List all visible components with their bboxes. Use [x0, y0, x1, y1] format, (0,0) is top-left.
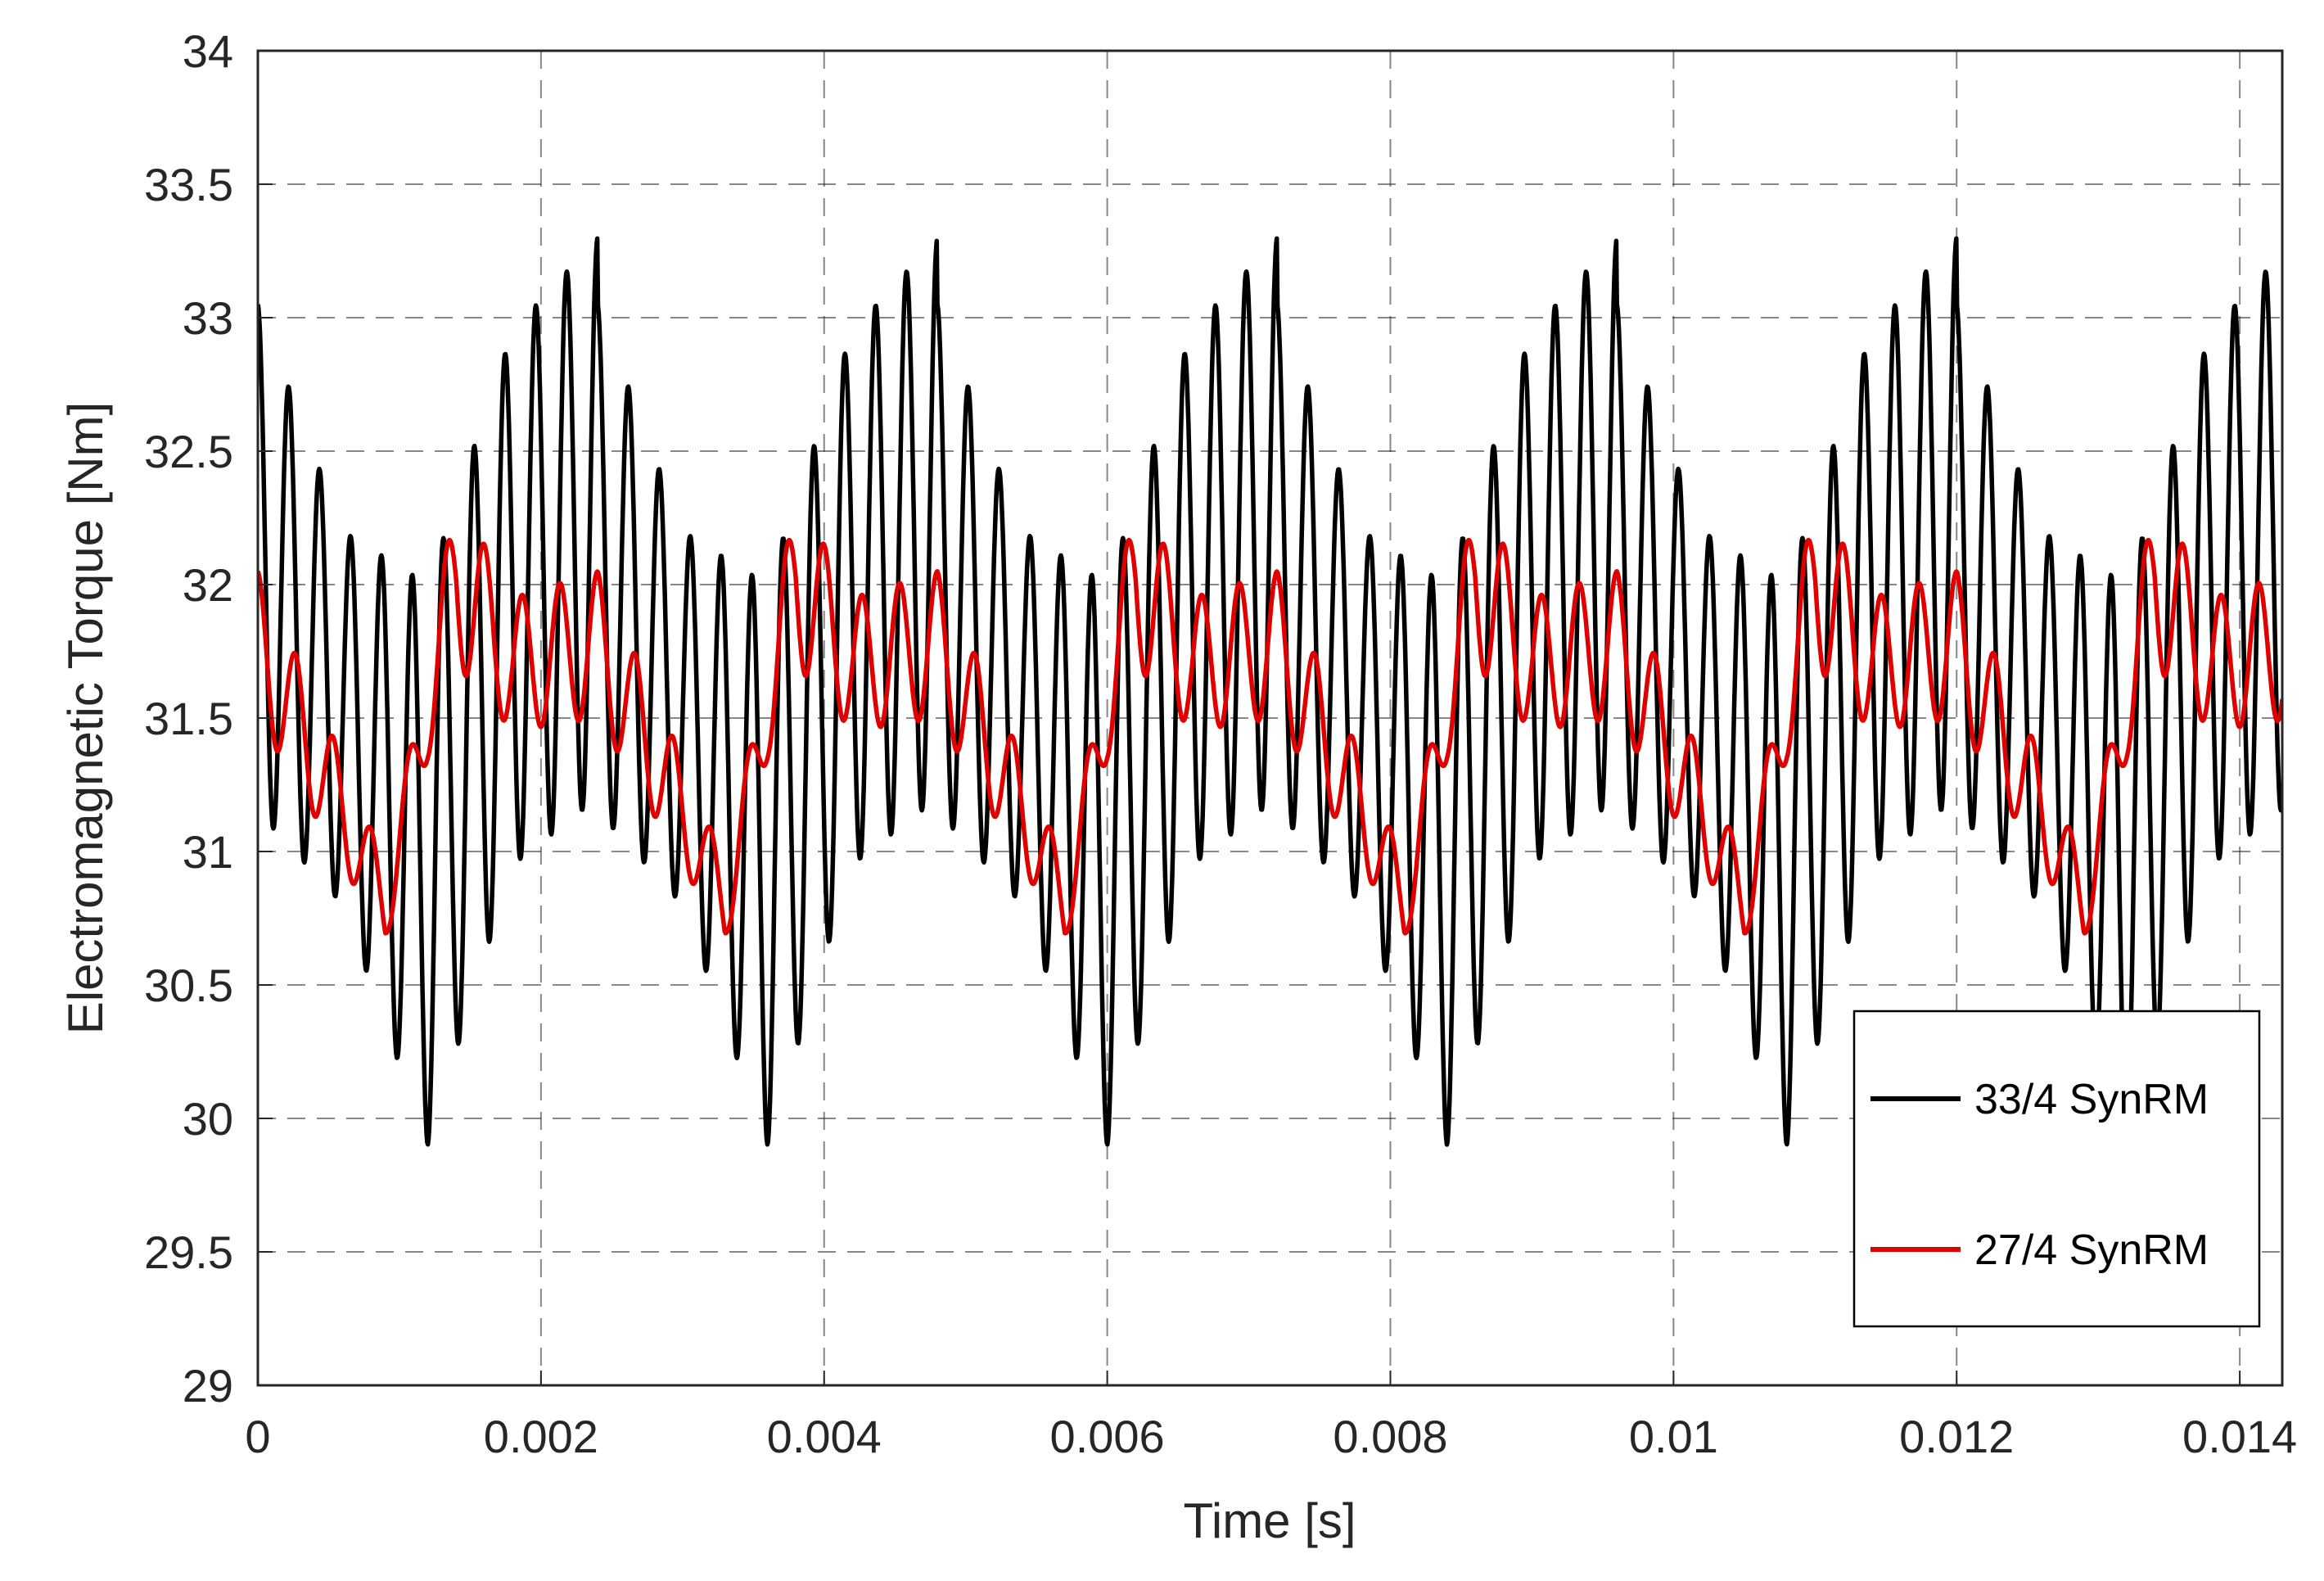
series-line-1: [258, 537, 2282, 936]
x-tick-label: 0: [245, 1411, 270, 1462]
y-tick-label: 34: [183, 25, 233, 77]
y-axis: 29 29.5 30 30.5 31 31.5 32 32.5 33 33.5 34: [144, 25, 273, 1412]
x-tick-label: 0.004: [767, 1411, 882, 1462]
x-axis-title: Time [s]: [1183, 1493, 1356, 1548]
series-line-0: [258, 236, 2282, 1147]
legend-entry-27-4: 27/4 SynRM: [1974, 1226, 2209, 1274]
y-tick-label: 33: [183, 292, 233, 344]
y-tick-label: 31: [183, 826, 233, 878]
series-layer: [258, 236, 2282, 1147]
x-axis: 0 0.002 0.004 0.006 0.008 0.01 0.012 0.014: [245, 1371, 2297, 1462]
y-tick-label: 33.5: [144, 159, 233, 210]
y-tick-label: 32: [183, 559, 233, 611]
y-tick-label: 29: [183, 1360, 233, 1412]
x-tick-label: 0.014: [2182, 1411, 2297, 1462]
legend-box: [1852, 1010, 2261, 1328]
y-tick-label: 30: [183, 1093, 233, 1145]
y-tick-label: 32.5: [144, 426, 233, 477]
y-tick-label: 30.5: [144, 960, 233, 1011]
legend: 33/4 SynRM 27/4 SynRM: [1852, 1010, 2261, 1328]
y-tick-label: 31.5: [144, 693, 233, 744]
x-tick-label: 0.006: [1050, 1411, 1165, 1462]
x-tick-label: 0.002: [484, 1411, 598, 1462]
y-axis-title: Electromagnetic Torque [Nm]: [58, 402, 113, 1035]
x-tick-label: 0.008: [1333, 1411, 1447, 1462]
x-tick-label: 0.012: [1899, 1411, 2014, 1462]
x-tick-label: 0.01: [1629, 1411, 1718, 1462]
y-tick-label: 29.5: [144, 1226, 233, 1278]
legend-entry-33-4: 33/4 SynRM: [1974, 1076, 2209, 1123]
